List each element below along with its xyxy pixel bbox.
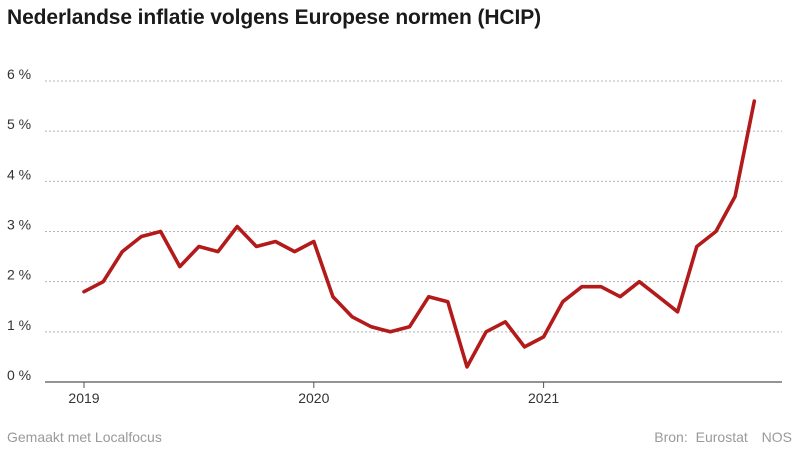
data-point: [638, 280, 641, 283]
data-point: [600, 285, 603, 288]
y-tick-label: 1 %: [7, 317, 31, 333]
data-point: [466, 365, 469, 368]
data-point: [657, 295, 660, 298]
data-point: [580, 285, 583, 288]
x-tick-label: 2019: [68, 390, 99, 406]
y-tick-label: 0 %: [7, 367, 31, 383]
source-credit: Bron: Eurostat NOS: [650, 429, 792, 445]
data-point: [542, 335, 545, 338]
publisher-name: NOS: [761, 429, 792, 445]
data-point: [695, 245, 698, 248]
data-point: [121, 250, 124, 253]
made-with-credit: Gemaakt met Localfocus: [7, 429, 162, 445]
data-point: [255, 245, 258, 248]
y-tick-label: 2 %: [7, 267, 31, 283]
x-tick-label: 2020: [298, 390, 329, 406]
data-point: [178, 265, 181, 268]
data-point: [753, 100, 756, 103]
source-name: Eurostat: [695, 429, 748, 445]
data-point: [236, 225, 239, 228]
data-point: [714, 230, 717, 233]
data-point: [351, 315, 354, 318]
data-point: [408, 325, 411, 328]
chart-title: Nederlandse inflatie volgens Europese no…: [7, 6, 542, 29]
data-point: [140, 235, 143, 238]
data-point: [676, 310, 679, 313]
data-point: [217, 250, 220, 253]
data-point: [293, 250, 296, 253]
data-point: [427, 295, 430, 298]
data-point: [446, 300, 449, 303]
y-tick-label: 5 %: [7, 116, 31, 132]
data-point: [389, 330, 392, 333]
data-point: [370, 325, 373, 328]
y-tick-label: 4 %: [7, 166, 31, 182]
series-line-hcip: [82, 99, 757, 369]
data-point: [83, 290, 86, 293]
source-label: Bron:: [654, 429, 688, 445]
data-point: [485, 330, 488, 333]
data-point: [504, 320, 507, 323]
data-point: [274, 240, 277, 243]
data-point: [102, 280, 105, 283]
y-tick-label: 3 %: [7, 217, 31, 233]
data-point: [523, 345, 526, 348]
data-point: [197, 245, 200, 248]
data-point: [619, 295, 622, 298]
data-point: [312, 240, 315, 243]
x-tick-label: 2021: [528, 390, 559, 406]
data-point: [561, 300, 564, 303]
data-point: [159, 230, 162, 233]
data-point: [331, 295, 334, 298]
data-point: [734, 195, 737, 198]
y-tick-label: 6 %: [7, 66, 31, 82]
